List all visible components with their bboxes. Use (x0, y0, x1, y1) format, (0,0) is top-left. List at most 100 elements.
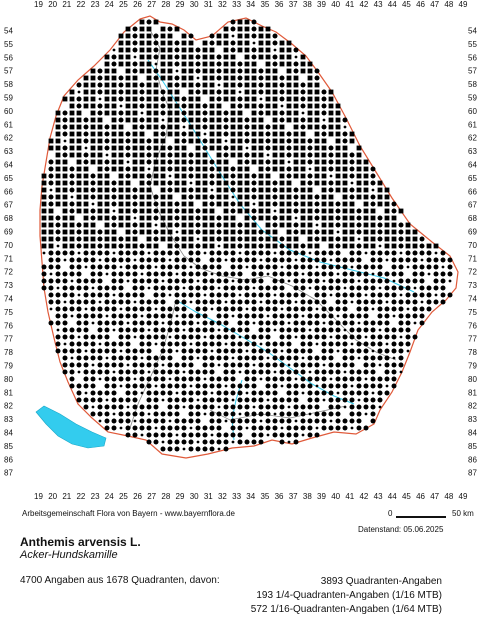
quarter-marker (167, 278, 173, 284)
quarter-marker (216, 250, 222, 256)
sixteenth-marker (147, 251, 151, 255)
quarter-marker (349, 327, 355, 333)
quarter-marker (195, 313, 201, 319)
quarter-marker (272, 257, 278, 263)
quadrant-marker (251, 131, 257, 137)
quarter-marker (55, 264, 61, 270)
quarter-marker (118, 397, 124, 403)
quarter-marker (433, 285, 439, 291)
quadrant-marker (244, 236, 250, 242)
quarter-marker (300, 243, 306, 249)
quarter-marker (230, 348, 236, 354)
quarter-marker (349, 187, 355, 193)
quadrant-marker (286, 180, 292, 186)
quadrant-marker (209, 89, 215, 95)
sixteenth-marker (203, 293, 207, 297)
quarter-marker (195, 292, 201, 298)
sixteenth-marker (371, 307, 375, 311)
quarter-marker (188, 152, 194, 158)
quarter-marker (132, 292, 138, 298)
sixteenth-marker (259, 377, 263, 381)
quadrant-marker (48, 138, 54, 144)
quadrant-marker (160, 61, 166, 67)
quarter-marker (265, 362, 271, 368)
quarter-marker (139, 411, 145, 417)
quarter-marker (335, 201, 341, 207)
quarter-marker (272, 376, 278, 382)
quarter-marker (279, 439, 285, 445)
quadrant-marker (342, 236, 348, 242)
quarter-marker (335, 215, 341, 221)
quadrant-marker (307, 61, 313, 67)
quarter-marker (48, 320, 54, 326)
grid-y-label: 64 (4, 161, 13, 170)
grid-x-label: 35 (260, 0, 269, 9)
grid-y-label: 79 (4, 362, 13, 371)
quadrant-marker (300, 222, 306, 228)
quadrant-marker (188, 68, 194, 74)
quarter-marker (314, 418, 320, 424)
quadrant-marker (188, 131, 194, 137)
quarter-marker (223, 306, 229, 312)
quadrant-marker (223, 222, 229, 228)
records-breakdown: 3893 Quadranten-Angaben 193 1/4-Quadrant… (242, 575, 442, 617)
grid-x-label: 19 (34, 492, 43, 500)
sixteenth-marker (112, 328, 116, 332)
quarter-marker (111, 194, 117, 200)
quarter-marker (69, 250, 75, 256)
quadrant-marker (272, 96, 278, 102)
quadrant-marker (69, 236, 75, 242)
sixteenth-marker (196, 76, 200, 80)
sixteenth-marker (385, 384, 389, 388)
quarter-marker (328, 327, 334, 333)
quarter-marker (293, 383, 299, 389)
quarter-marker (223, 334, 229, 340)
quarter-marker (286, 369, 292, 375)
sixteenth-marker (49, 307, 53, 311)
quarter-marker (223, 320, 229, 326)
quadrant-marker (104, 208, 110, 214)
quarter-marker (230, 425, 236, 431)
quarter-marker (209, 257, 215, 263)
quarter-marker (265, 411, 271, 417)
quarter-marker (433, 264, 439, 270)
quarter-marker (139, 124, 145, 130)
quadrant-marker (146, 201, 152, 207)
quadrant-marker (174, 26, 180, 32)
quarter-marker (244, 369, 250, 375)
quarter-marker (230, 187, 236, 193)
quarter-marker (307, 180, 313, 186)
quarter-marker (398, 313, 404, 319)
quarter-marker (104, 131, 110, 137)
quarter-marker (321, 327, 327, 333)
quadrant-marker (41, 187, 47, 193)
quarter-marker (405, 327, 411, 333)
quadrant-marker (69, 131, 75, 137)
sixteenth-marker (217, 244, 221, 248)
quadrant-marker (216, 145, 222, 151)
quadrant-marker (118, 215, 124, 221)
grid-y-label: 81 (4, 388, 13, 397)
quarter-marker (90, 355, 96, 361)
sixteenth-marker (161, 118, 165, 122)
sixteenth-marker (175, 433, 179, 437)
quarter-marker (391, 292, 397, 298)
quarter-marker (97, 82, 103, 88)
quarter-marker (328, 271, 334, 277)
sixteenth-marker (280, 265, 284, 269)
quadrant-marker (146, 243, 152, 249)
quarter-marker (195, 425, 201, 431)
quadrant-marker (202, 187, 208, 193)
quarter-marker (230, 257, 236, 263)
quadrant-marker (286, 215, 292, 221)
quarter-marker (272, 348, 278, 354)
quadrant-marker (223, 187, 229, 193)
quadrant-marker (139, 159, 145, 165)
quadrant-marker (328, 110, 334, 116)
quarter-marker (97, 89, 103, 95)
quadrant-marker (314, 103, 320, 109)
quarter-marker (209, 278, 215, 284)
quadrant-marker (90, 243, 96, 249)
quarter-marker (272, 278, 278, 284)
sixteenth-marker (399, 335, 403, 339)
